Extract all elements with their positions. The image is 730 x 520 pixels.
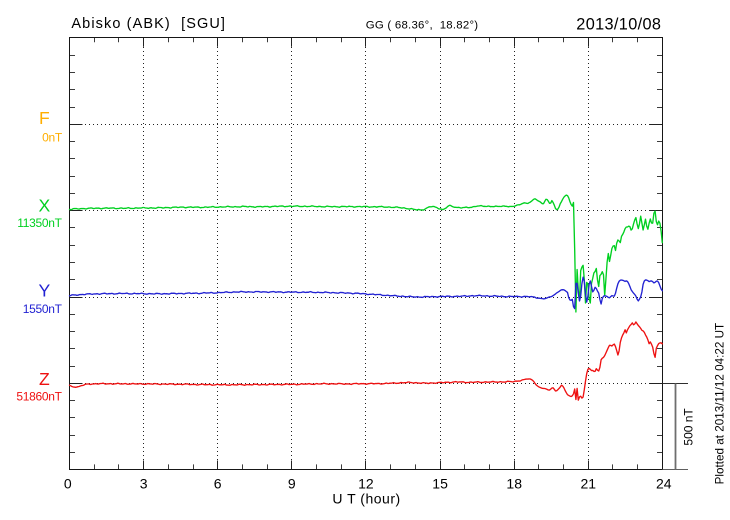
svg-text:500 nT: 500 nT <box>682 408 696 446</box>
svg-text:1550nT: 1550nT <box>23 302 63 316</box>
svg-text:0nT: 0nT <box>42 131 63 145</box>
svg-text:18: 18 <box>506 475 522 491</box>
svg-text:11350nT: 11350nT <box>17 216 62 230</box>
svg-text:X: X <box>39 196 51 216</box>
svg-text:3: 3 <box>140 475 148 491</box>
svg-text:0: 0 <box>64 475 72 491</box>
svg-text:9: 9 <box>288 475 296 491</box>
svg-text:2013/10/08: 2013/10/08 <box>576 15 661 33</box>
svg-text:Plotted at 2013/11/12 04:22 UT: Plotted at 2013/11/12 04:22 UT <box>714 323 727 485</box>
svg-text:Y: Y <box>39 281 51 301</box>
svg-text:U T (hour): U T (hour) <box>332 490 400 506</box>
svg-text:Z: Z <box>39 369 50 389</box>
svg-text:F: F <box>39 108 50 128</box>
svg-text:GG ( 68.36°, 18.82°): GG ( 68.36°, 18.82°) <box>366 20 479 32</box>
svg-text:6: 6 <box>214 475 222 491</box>
svg-text:21: 21 <box>581 475 597 491</box>
svg-text:24: 24 <box>656 475 672 491</box>
svg-text:Abisko (ABK) [SGU]: Abisko (ABK) [SGU] <box>71 16 226 32</box>
svg-text:51860nT: 51860nT <box>16 389 62 403</box>
svg-text:15: 15 <box>432 475 448 491</box>
svg-text:12: 12 <box>358 475 374 491</box>
